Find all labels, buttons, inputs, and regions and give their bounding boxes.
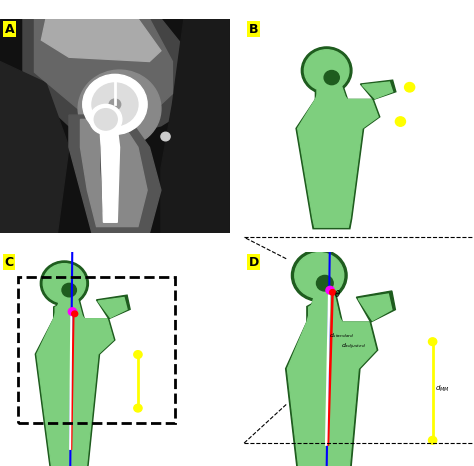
Text: $d_{standard}$: $d_{standard}$ [329,331,355,340]
Circle shape [134,351,142,358]
Polygon shape [358,294,392,321]
Polygon shape [307,291,342,322]
Polygon shape [161,19,230,233]
Circle shape [329,289,336,295]
Text: B: B [249,23,258,36]
Polygon shape [41,19,161,62]
Text: A: A [5,23,14,36]
Circle shape [301,47,352,94]
Circle shape [324,70,339,85]
Circle shape [90,104,122,134]
Bar [18,277,175,423]
Circle shape [109,99,121,110]
Text: $\theta$: $\theta$ [334,288,341,299]
Text: D: D [249,256,259,269]
Polygon shape [55,295,83,318]
Polygon shape [0,62,69,233]
Polygon shape [35,19,173,122]
Polygon shape [97,295,130,319]
Polygon shape [362,82,392,98]
Circle shape [292,249,347,302]
Polygon shape [37,290,113,466]
Polygon shape [287,285,376,466]
Circle shape [317,275,333,291]
Circle shape [62,283,76,297]
Circle shape [72,311,78,316]
Circle shape [405,82,415,92]
Polygon shape [99,109,119,222]
Circle shape [68,308,77,315]
Polygon shape [315,80,347,99]
Polygon shape [360,80,396,99]
Text: $d_{MM}$: $d_{MM}$ [435,384,450,394]
Polygon shape [298,76,378,227]
Polygon shape [23,19,195,137]
Circle shape [428,338,437,345]
Polygon shape [54,295,84,319]
Circle shape [295,253,344,298]
Polygon shape [36,290,115,466]
Circle shape [43,264,85,303]
Circle shape [428,437,437,444]
Polygon shape [309,291,340,322]
Circle shape [92,83,138,126]
Text: $d_{adjusted}$: $d_{adjusted}$ [341,342,365,352]
Circle shape [78,70,161,147]
Circle shape [40,261,89,306]
Circle shape [94,109,117,130]
Circle shape [134,404,142,412]
Polygon shape [101,126,115,212]
Circle shape [395,117,405,126]
Polygon shape [296,76,380,229]
Circle shape [83,75,147,134]
Polygon shape [317,80,346,99]
Polygon shape [81,119,147,226]
Circle shape [326,287,334,294]
Polygon shape [286,285,378,466]
Polygon shape [98,297,127,317]
Polygon shape [69,115,161,233]
Circle shape [161,132,170,141]
Polygon shape [356,291,395,322]
Text: C: C [5,256,14,269]
Circle shape [304,50,349,91]
